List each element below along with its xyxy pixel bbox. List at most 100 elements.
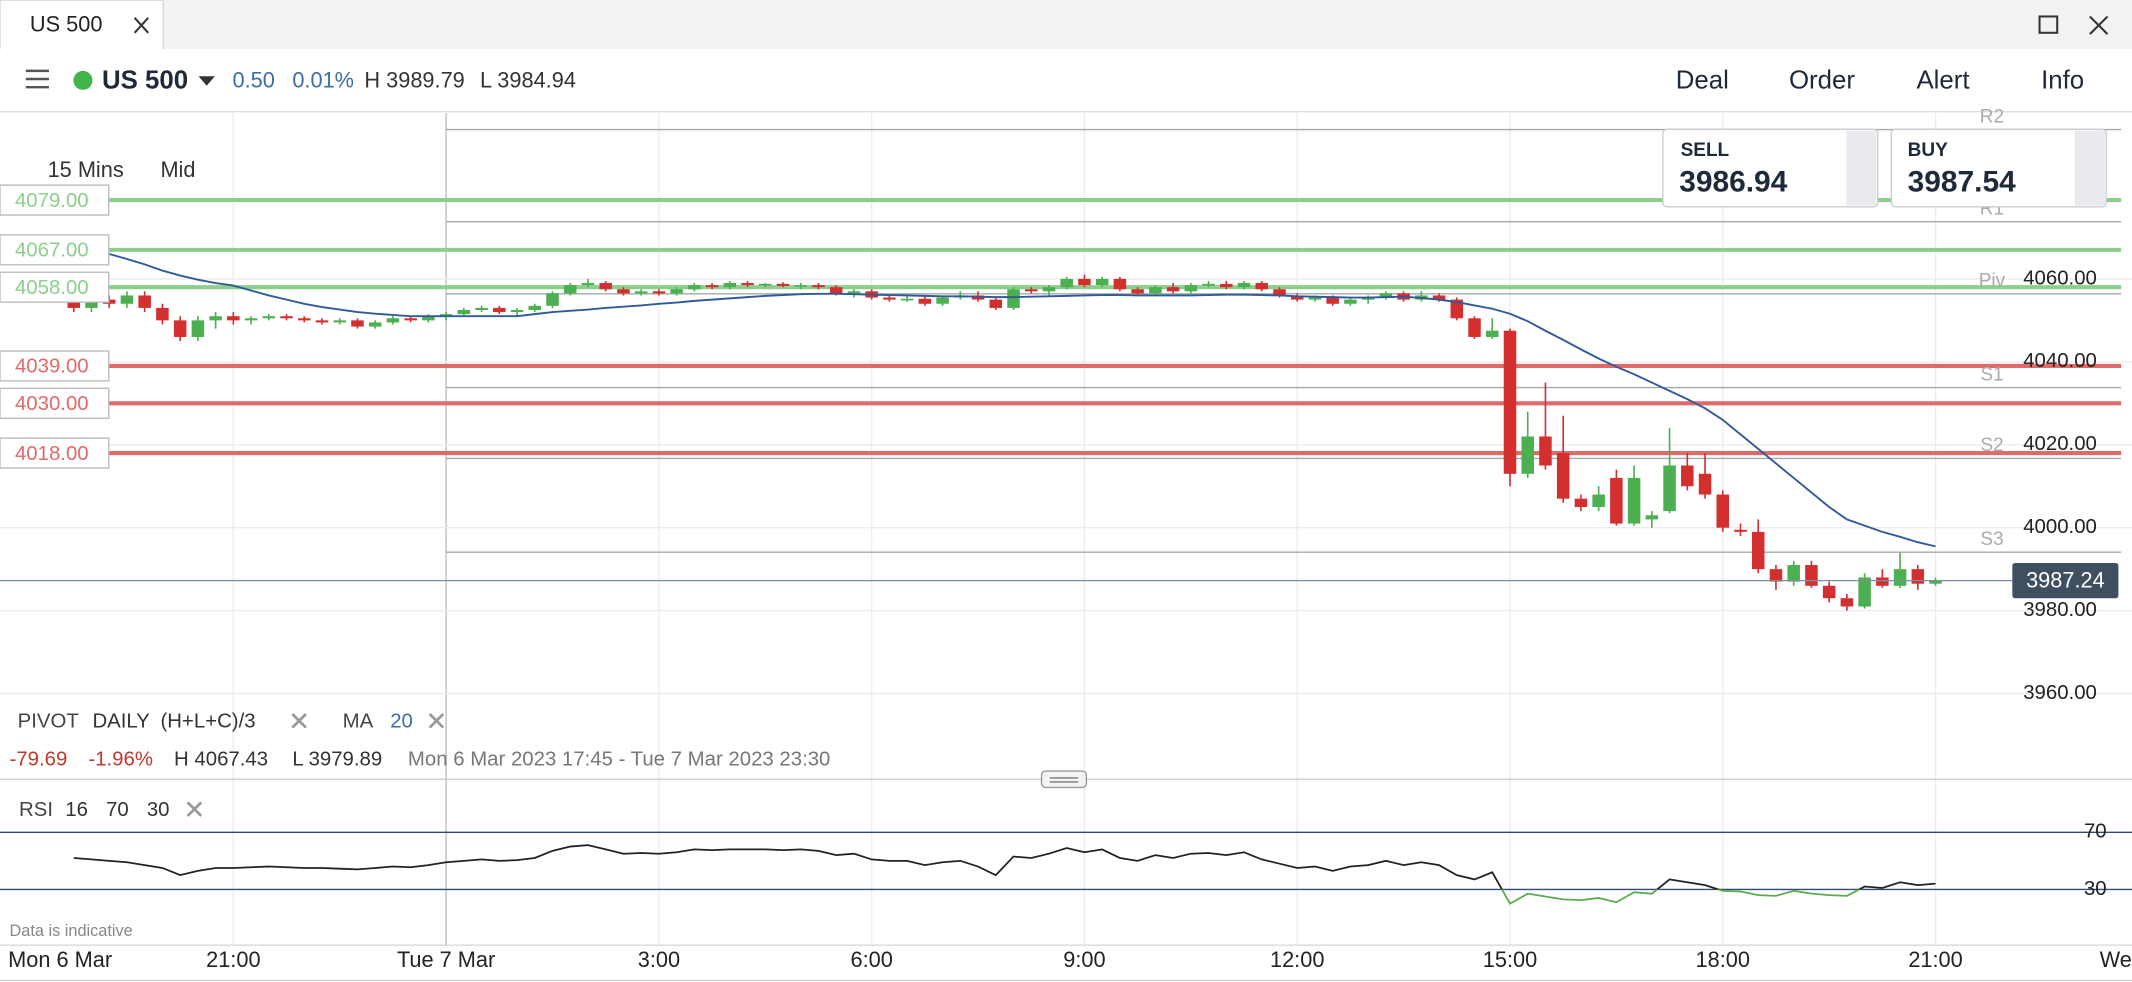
rsi-name: RSI — [19, 799, 53, 821]
candle-body — [351, 320, 364, 327]
candle-body — [1645, 515, 1659, 520]
rsi-oversold: 30 — [147, 799, 170, 821]
candle-body — [1379, 293, 1393, 298]
maximize-button[interactable] — [2038, 15, 2059, 34]
menu-button[interactable] — [25, 69, 49, 89]
candle-body — [528, 305, 542, 310]
candle-body — [439, 314, 453, 317]
candle-body — [1468, 318, 1481, 337]
candle-body — [634, 291, 648, 294]
menu-item[interactable]: Alert — [1916, 67, 1969, 95]
x-tick-label: 21:00 — [1908, 947, 1962, 972]
ma-period: 20 — [390, 711, 413, 733]
candle-body — [1893, 569, 1907, 586]
level-tag — [0, 437, 110, 469]
x-tick-label: 21:00 — [206, 947, 260, 972]
instrument-name[interactable]: US 500 — [102, 67, 188, 95]
pivot-label: S2 — [1980, 435, 2003, 456]
candle-body — [1432, 295, 1446, 300]
candle-body — [936, 297, 949, 304]
y-tick-label: 4060.00 — [2023, 267, 2097, 289]
candle-body — [883, 297, 896, 300]
candle-body — [1929, 580, 1942, 584]
candle-body — [85, 299, 98, 308]
price-type[interactable]: Mid — [160, 157, 195, 182]
candle-body — [829, 287, 843, 294]
tab-title: US 500 — [30, 12, 103, 37]
close-button[interactable] — [2089, 15, 2109, 35]
x-tick-label: 12:00 — [1270, 947, 1324, 972]
rsi-line — [73, 844, 1936, 890]
level-tag-label: 4058.00 — [15, 277, 89, 299]
x-start-label: Mon 6 Mar — [8, 947, 112, 972]
candle-body — [1237, 283, 1251, 288]
candle-body — [688, 285, 701, 290]
range-high: H 4067.43 — [174, 749, 268, 771]
candle-body — [1610, 477, 1623, 524]
candle-body — [563, 285, 577, 294]
candle-body — [1876, 577, 1889, 586]
candle-body — [1556, 453, 1570, 499]
candle-body — [457, 309, 471, 315]
level-tag-label: 4030.00 — [15, 393, 89, 415]
candle-body — [741, 283, 754, 286]
candle-body — [794, 285, 807, 287]
instrument-dropdown[interactable] — [198, 76, 215, 86]
candle-body — [1663, 465, 1676, 512]
x-tick-label: 3:00 — [638, 947, 680, 972]
candle-body — [1131, 289, 1144, 294]
candle-body — [280, 316, 293, 319]
rsi-tick-label: 70 — [2084, 821, 2107, 843]
menu-item[interactable]: Deal — [1676, 67, 1729, 95]
candle-body — [1078, 278, 1091, 286]
splitter-handle[interactable] — [1040, 770, 1088, 789]
candle-body — [599, 283, 612, 290]
rsi-overbought: 70 — [106, 799, 129, 821]
range-change: -79.69 — [10, 749, 68, 771]
tab-close[interactable] — [133, 17, 149, 34]
candle-body — [776, 283, 790, 286]
x-tick-label: 9:00 — [1063, 947, 1105, 972]
candle-body — [227, 316, 240, 321]
candle-body — [1592, 494, 1605, 507]
candle-body — [1574, 498, 1588, 507]
candle-body — [1255, 283, 1269, 290]
sell-box[interactable]: SELL 3986.94 — [1662, 128, 1879, 208]
timeframe[interactable]: 15 Mins — [48, 157, 124, 182]
candle-body — [1840, 598, 1854, 607]
candle-body — [847, 291, 861, 294]
candle-body — [1042, 287, 1056, 292]
buy-label: BUY — [1908, 140, 1948, 161]
tab-bar — [0, 0, 2132, 50]
buy-box[interactable]: BUY 3987.54 — [1890, 128, 2107, 208]
data-note: Data is indicative — [10, 922, 133, 940]
menu-item[interactable]: Info — [2041, 67, 2084, 95]
tab[interactable] — [0, 0, 164, 52]
x-tick-label: 15:00 — [1483, 947, 1537, 972]
candle-body — [1787, 565, 1800, 582]
x-tick-label: 18:00 — [1696, 947, 1750, 972]
grid — [0, 113, 2132, 946]
candle-body — [670, 289, 683, 294]
candle-body — [156, 307, 169, 321]
remove-pivot[interactable] — [291, 713, 307, 729]
candle-body — [493, 307, 506, 313]
remove-rsi[interactable] — [186, 801, 203, 817]
candle-body — [1095, 278, 1109, 286]
candle-body — [1308, 297, 1322, 300]
candle-body — [1149, 287, 1162, 294]
candle-body — [918, 298, 932, 304]
pivot-period: DAILY — [92, 711, 150, 733]
candle-body — [1858, 577, 1871, 607]
instrument-change: 0.50 — [233, 67, 275, 92]
candle-body — [1290, 295, 1304, 300]
candle-body — [1184, 285, 1198, 292]
status-dot — [73, 70, 93, 90]
overlays: 21:00 Tue 7 Mar 3:00 6:00 9:00 12:00 15:00 18:0… — [0, 106, 2132, 972]
rsi-line-oversold — [1500, 889, 1862, 905]
candle-body — [1361, 297, 1375, 300]
range-dates: Mon 6 Mar 2023 17:45 - Tue 7 Mar 2023 23… — [408, 749, 830, 771]
remove-ma[interactable] — [428, 713, 445, 729]
level-tag-label: 4067.00 — [15, 240, 89, 262]
menu-item[interactable]: Order — [1789, 67, 1855, 95]
